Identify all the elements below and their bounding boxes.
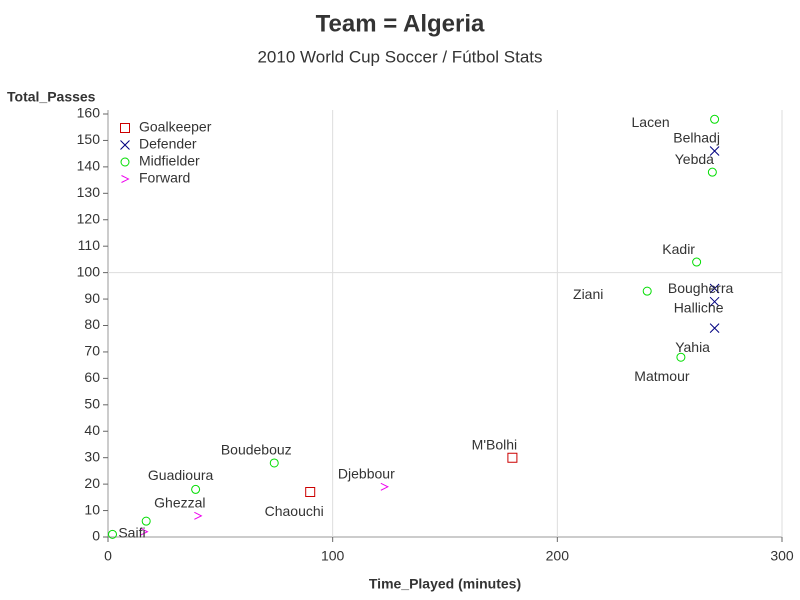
y-tick-label: 0 bbox=[92, 528, 100, 544]
point bbox=[507, 452, 518, 463]
y-tick-label: 30 bbox=[84, 448, 100, 464]
point-label: Ghezzal bbox=[154, 495, 205, 511]
point-label: M'Bolhi bbox=[472, 436, 517, 452]
point-label: Saifi bbox=[118, 524, 145, 540]
legend-marker bbox=[120, 123, 130, 133]
point bbox=[194, 511, 203, 520]
legend-label: Midfielder bbox=[139, 153, 200, 169]
chart-title: Team = Algeria bbox=[316, 10, 485, 37]
point bbox=[141, 516, 151, 526]
point bbox=[692, 257, 702, 267]
point bbox=[709, 323, 720, 333]
y-tick-label: 40 bbox=[84, 422, 100, 438]
legend-marker bbox=[120, 140, 130, 150]
legend-label: Forward bbox=[139, 170, 190, 186]
point-label: Ziani bbox=[573, 286, 603, 302]
x-tick-label: 300 bbox=[770, 548, 794, 564]
y-tick-label: 10 bbox=[84, 501, 100, 517]
point-label: Bougherra bbox=[668, 280, 734, 296]
legend-marker bbox=[121, 175, 130, 183]
y-tick-label: 20 bbox=[84, 475, 100, 491]
point bbox=[305, 487, 316, 498]
x-tick-label: 200 bbox=[546, 548, 570, 564]
point bbox=[191, 484, 201, 494]
y-tick-label: 160 bbox=[77, 105, 101, 121]
y-tick-label: 100 bbox=[77, 263, 101, 279]
y-tick-label: 110 bbox=[78, 237, 101, 253]
chart-subtitle: 2010 World Cup Soccer / Fútbol Stats bbox=[257, 47, 542, 66]
point-label: Yahia bbox=[675, 339, 710, 355]
point bbox=[107, 529, 117, 539]
point-label: Matmour bbox=[634, 368, 690, 384]
point bbox=[140, 527, 149, 536]
y-tick-label: 70 bbox=[84, 343, 100, 359]
legend-label: Goalkeeper bbox=[139, 119, 212, 135]
x-tick-label: 0 bbox=[104, 548, 112, 564]
point bbox=[380, 482, 389, 491]
y-tick-label: 150 bbox=[77, 131, 101, 147]
y-tick-label: 90 bbox=[84, 290, 100, 306]
point bbox=[707, 167, 717, 177]
point bbox=[709, 296, 720, 307]
point-label: Chaouchi bbox=[265, 503, 324, 519]
legend-label: Defender bbox=[139, 136, 197, 152]
point bbox=[676, 352, 686, 362]
point-label: Lacen bbox=[632, 114, 670, 130]
point bbox=[710, 114, 720, 124]
y-tick-label: 60 bbox=[84, 369, 100, 385]
point-label: Boudebouz bbox=[221, 442, 292, 458]
x-tick-label: 100 bbox=[321, 548, 345, 564]
y-axis-label: Total_Passes bbox=[7, 89, 96, 105]
point-label: Djebbour bbox=[338, 465, 395, 481]
point bbox=[709, 283, 720, 294]
point-label: Guadioura bbox=[148, 467, 214, 483]
point-label: Halliche bbox=[674, 299, 724, 315]
y-tick-label: 130 bbox=[77, 184, 101, 200]
point bbox=[269, 458, 279, 468]
legend-marker bbox=[120, 157, 130, 167]
point bbox=[709, 146, 720, 156]
y-tick-label: 140 bbox=[77, 158, 101, 174]
point-label: Kadir bbox=[662, 241, 695, 257]
x-axis-label: Time_Played (minutes) bbox=[369, 576, 521, 592]
y-tick-label: 50 bbox=[84, 396, 100, 412]
point-label: Belhadj bbox=[673, 130, 720, 146]
y-tick-label: 80 bbox=[84, 316, 100, 332]
y-tick-label: 120 bbox=[77, 210, 101, 226]
point-label: Yebda bbox=[675, 151, 714, 167]
point bbox=[642, 286, 652, 296]
